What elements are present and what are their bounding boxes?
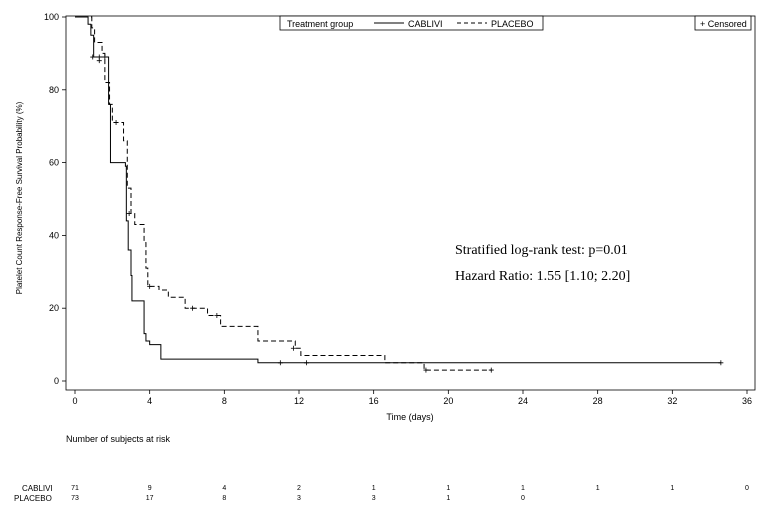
risk-cell: 0: [521, 495, 525, 502]
risk-cell: 71: [71, 485, 79, 492]
risk-cell: 8: [222, 495, 227, 502]
y-tick-label: 20: [49, 303, 59, 313]
logrank-annotation: Stratified log-rank test: p=0.01: [455, 243, 628, 258]
x-tick-label: 28: [593, 396, 603, 406]
plot-frame: [65, 15, 756, 391]
censor-mark-placebo: [290, 345, 296, 351]
y-axis: 0 20 40 60 80 100: [44, 12, 66, 386]
y-axis-label: Platelet Count Response-Free Survival Pr…: [15, 101, 24, 294]
curve-cablivi: [75, 16, 721, 364]
risk-cell: 3: [297, 495, 301, 502]
hazard-ratio-annotation: Hazard Ratio: 1.55 [1.10; 2.20]: [455, 269, 630, 284]
km-chart: 0 4 8 12 16 20 24 28 32 36 0 20 40 60 80 100 Time (day…: [15, 12, 756, 422]
censor-mark-placebo: [488, 367, 494, 373]
plot-border: [65, 15, 756, 391]
risk-cell: 0: [745, 485, 749, 492]
risk-table-title: Number of subjects at risk: [66, 434, 171, 444]
x-tick-label: 8: [222, 396, 227, 406]
censor-mark-cablivi: [303, 360, 309, 366]
risk-cell: 4: [222, 485, 227, 492]
risk-cell: 2: [297, 485, 301, 492]
legend: Treatment group CABLIVI PLACEBO: [279, 15, 544, 31]
censor-mark-cablivi: [277, 360, 283, 366]
x-axis: 0 4 8 12 16 20 24 28 32 36: [72, 390, 752, 406]
risk-cell: 1: [371, 485, 376, 492]
x-tick-label: 12: [294, 396, 304, 406]
legend-cablivi-label: CABLIVI: [408, 19, 443, 29]
risk-cell: 73: [71, 495, 79, 502]
risk-cell: 3: [371, 495, 376, 502]
y-tick-label: 100: [44, 12, 59, 22]
censor-mark-cablivi: [90, 54, 96, 60]
x-tick-label: 36: [742, 396, 752, 406]
x-tick-label: 24: [518, 396, 528, 406]
censor-mark-placebo: [147, 283, 153, 289]
risk-cell: 1: [595, 485, 600, 492]
survival-curves: [75, 16, 721, 371]
censor-mark-cablivi: [102, 54, 108, 60]
legend-placebo-label: PLACEBO: [491, 19, 534, 29]
risk-cell: 1: [446, 495, 451, 502]
legend-title: Treatment group: [287, 19, 353, 29]
x-tick-label: 20: [443, 396, 453, 406]
y-tick-label: 60: [49, 158, 59, 168]
x-tick-label: 32: [667, 396, 677, 406]
censor-mark-placebo: [214, 312, 220, 318]
y-tick-label: 0: [54, 376, 59, 386]
censor-mark-placebo: [126, 211, 132, 217]
risk-cell: 1: [670, 485, 675, 492]
x-tick-label: 4: [147, 396, 152, 406]
x-tick-label: 0: [72, 396, 77, 406]
censored-legend: + Censored: [694, 15, 752, 31]
y-tick-label: 80: [49, 85, 59, 95]
x-axis-label: Time (days): [386, 412, 433, 422]
censor-mark-placebo: [423, 367, 429, 373]
censor-mark-placebo: [190, 305, 196, 311]
censored-legend-label: + Censored: [700, 19, 747, 29]
x-tick-label: 16: [369, 396, 379, 406]
censor-mark-cablivi: [718, 360, 724, 366]
risk-cell: 17: [145, 495, 154, 502]
risk-cell: 1: [446, 485, 451, 492]
censor-mark-placebo: [113, 120, 119, 126]
y-tick-label: 40: [49, 230, 59, 240]
risk-row-label: PLACEBO: [14, 494, 52, 503]
risk-row-label: CABLIVI: [22, 484, 53, 493]
censor-mark-placebo: [96, 58, 102, 64]
risk-cell: 1: [521, 485, 525, 492]
censor-marks: [90, 54, 724, 373]
curve-placebo: [75, 16, 492, 371]
risk-cell: 9: [147, 485, 152, 492]
